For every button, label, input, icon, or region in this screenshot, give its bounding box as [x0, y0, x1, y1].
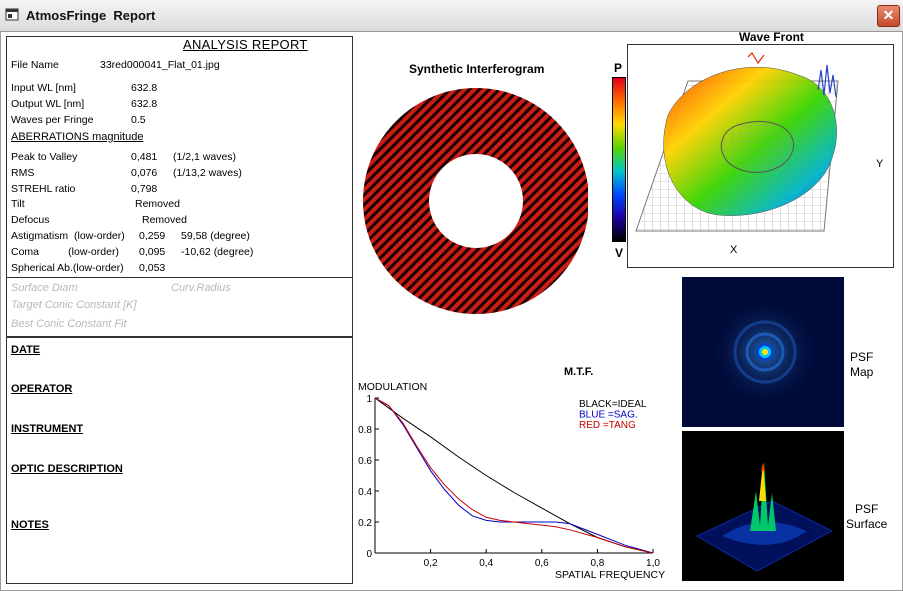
app-icon [5, 8, 19, 21]
mtf-series-line [374, 397, 654, 554]
output-wl-value: 632.8 [131, 98, 158, 110]
astigmatism-label: Astigmatism (low-order) [11, 230, 125, 242]
psf-surface-image [682, 431, 844, 581]
coma-angle: -10,62 (degree) [181, 246, 254, 258]
file-name-label: File Name [11, 59, 59, 71]
notes-field[interactable]: NOTES [11, 519, 49, 531]
strehl-label: STREHL ratio [11, 183, 76, 195]
rms-label: RMS [11, 167, 35, 179]
coma-label: Coma (low-order) [11, 246, 119, 258]
defocus-label: Defocus [11, 214, 50, 226]
astigmatism-angle: 59,58 (degree) [181, 230, 250, 242]
target-conic-label: Target Conic Constant [K] [11, 299, 137, 311]
psf-surface-label: PSF Surface [846, 502, 888, 531]
colorbar-bottom-label: V [615, 246, 624, 260]
colorbar-top-label: P [614, 61, 623, 75]
report-divider [6, 277, 353, 278]
input-wl-value: 632.8 [131, 82, 158, 94]
file-name-value: 33red000041_Flat_01.jpg [100, 59, 220, 71]
window-title: AtmosFringe Report [26, 8, 156, 23]
close-button[interactable]: ✕ [877, 5, 900, 27]
tilt-label: Tilt [11, 198, 25, 210]
astigmatism-value: 0,259 [139, 230, 166, 242]
info-panel [6, 337, 353, 584]
mtf-x-tick-label: 0,4 [479, 558, 493, 569]
psf-map-label: PSF Map [850, 350, 874, 379]
ptv-label: Peak to Valley [11, 151, 78, 163]
wavefront-surface [635, 52, 839, 232]
instrument-field[interactable]: INSTRUMENT [11, 423, 84, 435]
mtf-title: M.T.F. [564, 366, 594, 378]
rms-value: 0,076 [131, 167, 158, 179]
ptv-waves: (1/2,1 waves) [173, 151, 237, 163]
wavefront-x-label: X [730, 244, 738, 256]
mtf-x-tick-label: 0,2 [424, 558, 438, 569]
date-field[interactable]: DATE [11, 344, 41, 356]
mtf-y-tick-label: 0 [366, 549, 372, 560]
mtf-y-tick-label: 0.4 [358, 487, 372, 498]
tilt-value: Removed [135, 198, 180, 210]
mtf-chart: 1 0.8 0.6 0.4 0.2 0 0,2 0,4 0,6 0,8 1,0 BLACK=IDEAL… [358, 394, 660, 569]
report-title: ANALYSIS REPORT [183, 37, 308, 52]
mtf-legend-entry: BLUE =SAG. [579, 410, 638, 421]
curv-radius-label: Curv.Radius [171, 282, 231, 294]
mtf-legend-entry: RED =TANG [579, 420, 636, 431]
mtf-legend-entry: BLACK=IDEAL [579, 399, 647, 410]
mtf-y-tick-label: 1 [366, 394, 372, 405]
input-wl-label: Input WL [nm] [11, 82, 76, 94]
mtf-series-line [374, 397, 654, 554]
ptv-value: 0,481 [131, 151, 158, 163]
psf-map-image [682, 277, 844, 427]
mtf-x-tick-label: 0,6 [535, 558, 549, 569]
best-conic-label: Best Conic Constant Fit [11, 318, 127, 330]
surface-diam-label: Surface Diam [11, 282, 78, 294]
waves-per-fringe-value: 0.5 [131, 114, 146, 126]
wavefront-y-label: Y [876, 158, 884, 170]
defocus-value: Removed [142, 214, 187, 226]
wavefront-title: Wave Front [739, 30, 804, 44]
mtf-x-axis-label: SPATIAL FREQUENCY [555, 569, 666, 581]
colorbar-scale [612, 77, 626, 242]
operator-field[interactable]: OPERATOR [11, 383, 73, 395]
mtf-y-tick-label: 0.6 [358, 456, 372, 467]
output-wl-label: Output WL [nm] [11, 98, 85, 110]
mtf-y-axis-label: MODULATION [358, 381, 428, 393]
spherical-label: Spherical Ab.(low-order) [11, 262, 124, 274]
aberrations-header: ABERRATIONS magnitude [11, 131, 144, 143]
strehl-value: 0,798 [131, 183, 158, 195]
mtf-y-tick-label: 0.2 [358, 518, 372, 529]
waves-per-fringe-label: Waves per Fringe [11, 114, 94, 126]
coma-value: 0,095 [139, 246, 166, 258]
mtf-x-tick-label: 0,8 [590, 558, 604, 569]
spherical-value: 0,053 [139, 262, 166, 274]
mtf-y-tick-label: 0.8 [358, 425, 372, 436]
analysis-report-panel [6, 36, 353, 337]
rms-waves: (1/13,2 waves) [173, 167, 242, 179]
interferogram-title: Synthetic Interferogram [409, 62, 545, 76]
optic-description-field[interactable]: OPTIC DESCRIPTION [11, 463, 123, 475]
interferogram-image [362, 86, 588, 316]
mtf-x-tick-label: 1,0 [646, 558, 660, 569]
